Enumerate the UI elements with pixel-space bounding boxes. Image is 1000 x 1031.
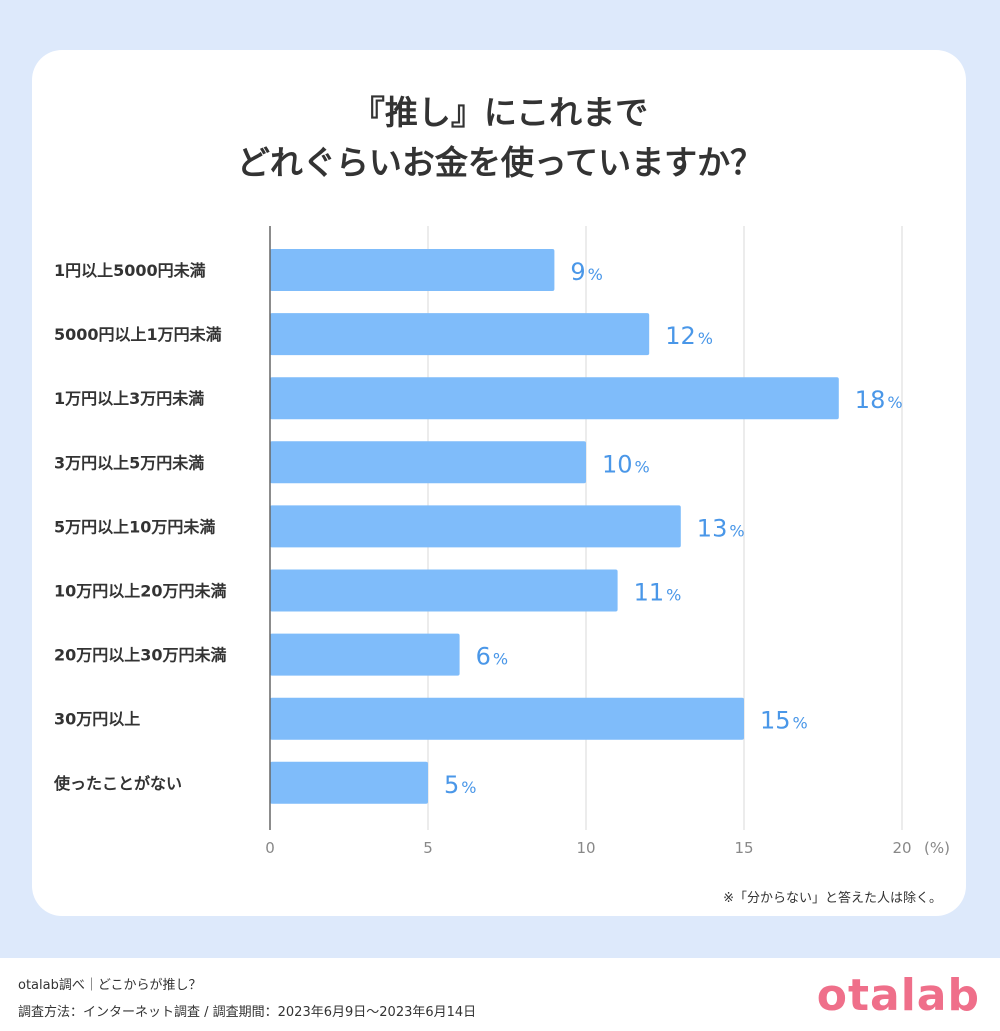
bar: [270, 505, 681, 548]
x-axis-unit: (%): [924, 839, 950, 857]
chart-title-line1: 『推し』にこれまで: [351, 93, 649, 132]
data-label: 5%: [444, 771, 476, 799]
data-label: 12%: [665, 322, 713, 350]
data-label: 10%: [602, 450, 650, 478]
data-label: 15%: [760, 707, 808, 735]
data-label: 11%: [634, 579, 682, 607]
data-label: 13%: [697, 514, 745, 542]
bar: [270, 633, 460, 676]
bar: [270, 441, 586, 484]
data-label: 6%: [476, 643, 508, 671]
category-label: 3万円以上5万円未満: [54, 453, 204, 472]
footer: otalab調べ｜どこからが推し？ 調査方法：インターネット調査 / 調査期間：…: [0, 958, 1000, 1031]
category-label: 5万円以上10万円未満: [54, 517, 215, 536]
bar: [270, 569, 618, 612]
x-tick-label: 20: [892, 839, 911, 857]
category-label: 10万円以上20万円未満: [54, 582, 227, 601]
chart-title: 『推し』にこれまで どれぐらいお金を使っていますか？: [0, 88, 1000, 188]
category-label: 20万円以上30万円未満: [54, 646, 227, 665]
survey-method: 調査方法：インターネット調査 / 調査期間：2023年6月9日〜2023年6月1…: [18, 1005, 477, 1020]
x-tick-label: 5: [423, 839, 433, 857]
category-label: 1円以上5000円未満: [54, 261, 206, 280]
category-label: 30万円以上: [54, 710, 140, 729]
source-credit: otalab調べ｜どこからが推し？: [18, 978, 202, 993]
bar: [270, 697, 744, 740]
category-label: 5000円以上1万円未満: [54, 325, 222, 344]
category-label: 使ったことがない: [53, 774, 182, 793]
bar: [270, 313, 650, 356]
exclusion-note: ※「分からない」と答えた人は除く。: [723, 891, 942, 906]
bar: [270, 761, 428, 804]
data-label: 18%: [855, 386, 903, 414]
category-label: 1万円以上3万円未満: [54, 389, 204, 408]
x-tick-label: 0: [265, 839, 275, 857]
otalab-logo: otalab: [816, 970, 980, 1021]
bar: [270, 377, 839, 420]
bar: [270, 249, 555, 291]
chart-title-line2: どれぐらいお金を使っていますか？: [236, 143, 764, 182]
x-tick-label: 15: [734, 839, 753, 857]
x-tick-label: 10: [576, 839, 595, 857]
data-label: 9%: [570, 258, 602, 286]
